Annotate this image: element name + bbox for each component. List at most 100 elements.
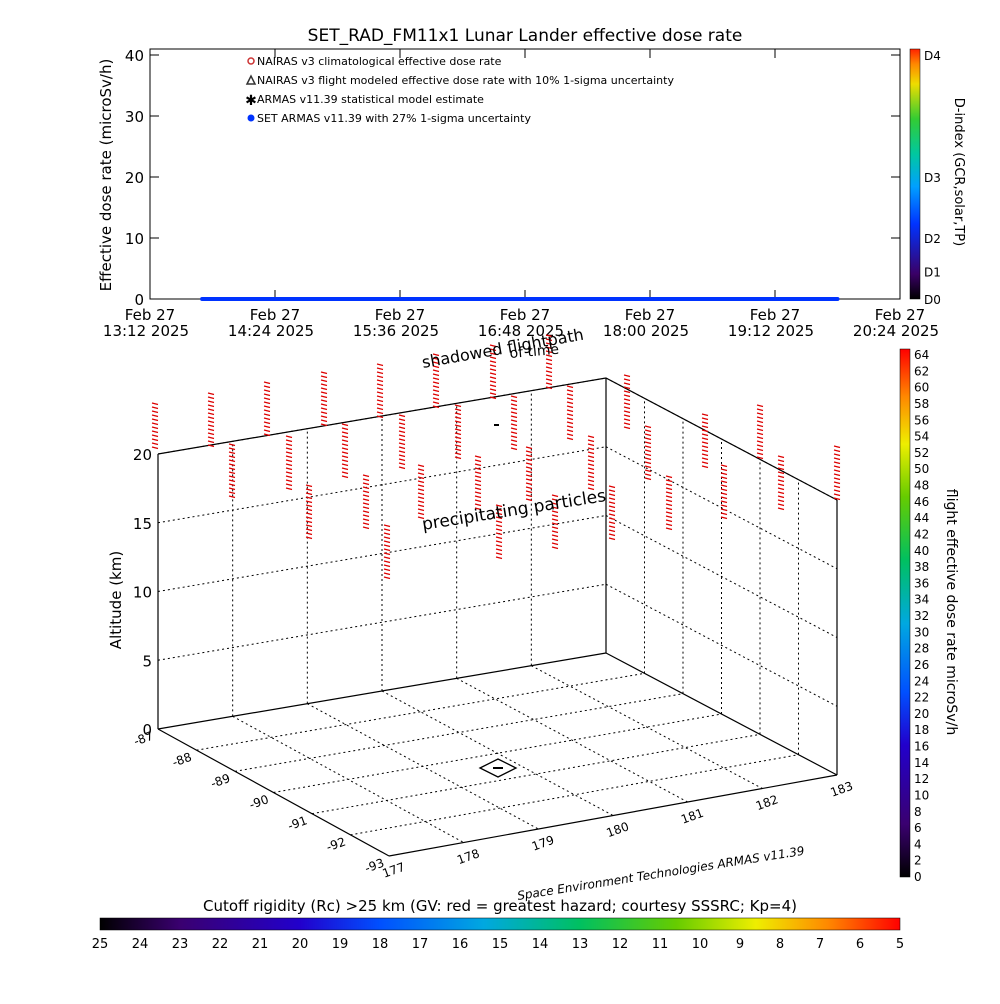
particle-marker	[510, 395, 518, 399]
particle-marker	[151, 442, 159, 446]
particle-marker	[228, 483, 236, 487]
side-wall-gridline	[605, 515, 838, 638]
floor-gridline	[381, 690, 614, 816]
particle-marker	[701, 413, 709, 417]
particle-marker	[495, 508, 503, 512]
particle-marker	[525, 466, 533, 470]
y-tick-label: 10	[125, 230, 144, 248]
dose-rate-colorbar-label: 8	[914, 805, 922, 819]
particle-marker	[474, 463, 482, 467]
x-tick-time: 20:24 2025	[853, 322, 939, 340]
particle-marker	[474, 467, 482, 471]
particle-marker	[432, 389, 440, 393]
particle-marker	[701, 433, 709, 437]
particle-marker	[495, 532, 503, 536]
particle-marker	[263, 405, 271, 409]
particle-marker	[151, 446, 159, 450]
3d-grid	[157, 377, 838, 857]
particle-marker	[720, 472, 728, 476]
particle-marker	[383, 532, 391, 536]
particle-marker	[495, 512, 503, 516]
particle-marker	[495, 504, 503, 508]
particle-marker	[551, 546, 559, 550]
particle-marker	[665, 527, 673, 531]
particle-marker	[207, 432, 215, 436]
particle-marker	[263, 409, 271, 413]
particle-marker	[489, 376, 497, 380]
particle-marker	[489, 360, 497, 364]
particle-marker	[341, 467, 349, 471]
particle-marker	[510, 411, 518, 415]
particle-marker	[756, 456, 764, 460]
dose-rate-colorbar-label: 40	[914, 544, 929, 558]
particle-marker	[398, 430, 406, 434]
particle-marker	[644, 425, 652, 429]
particle-marker	[489, 348, 497, 352]
particle-marker	[305, 536, 313, 540]
particle-marker	[777, 483, 785, 487]
particle-marker	[207, 424, 215, 428]
particle-marker	[525, 486, 533, 490]
particle-marker	[376, 407, 384, 411]
particle-marker	[398, 446, 406, 450]
particle-marker	[432, 365, 440, 369]
dose-rate-colorbar-label: 12	[914, 772, 929, 786]
particle-marker	[417, 492, 425, 496]
cutoff-rigidity-colorbar	[99, 917, 901, 931]
particle-marker	[362, 486, 370, 490]
particle-marker	[376, 415, 384, 419]
particle-marker	[474, 507, 482, 511]
dindex-label: D4	[924, 49, 941, 63]
particle-marker	[510, 443, 518, 447]
particle-marker	[151, 426, 159, 430]
particle-marker	[525, 478, 533, 482]
dose-rate-colorbar-label: 2	[914, 854, 922, 868]
particle-marker	[551, 542, 559, 546]
latitude-tick-label: -90	[247, 792, 270, 812]
particle-marker	[341, 451, 349, 455]
particle-marker	[665, 487, 673, 491]
particle-marker	[362, 506, 370, 510]
particle-marker	[587, 439, 595, 443]
particle-marker	[545, 334, 553, 338]
particle-marker	[474, 479, 482, 483]
particle-marker	[417, 476, 425, 480]
particle-marker	[207, 436, 215, 440]
particle-marker	[341, 463, 349, 467]
particle-marker	[285, 455, 293, 459]
particle-marker	[833, 481, 841, 485]
axis-edge	[157, 652, 607, 730]
side-wall-gridline	[605, 583, 838, 707]
particle-marker	[701, 461, 709, 465]
particle-marker	[228, 455, 236, 459]
particle-marker	[417, 468, 425, 472]
longitude-tick-label: 182	[754, 792, 780, 813]
particle-marker	[305, 488, 313, 492]
particle-marker	[720, 504, 728, 508]
particle-marker	[720, 484, 728, 488]
cutoff-rigidity-label: 21	[252, 937, 269, 952]
particle-marker	[495, 536, 503, 540]
particle-marker	[665, 515, 673, 519]
particle-marker	[566, 409, 574, 413]
particle-marker	[608, 529, 616, 533]
legend: NAIRAS v3 climatological effective dose …	[245, 55, 674, 125]
particle-marker	[833, 461, 841, 465]
particle-marker	[207, 416, 215, 420]
dose-rate-colorbar-label: 10	[914, 788, 929, 802]
cutoff-rigidity-label: 6	[856, 937, 864, 952]
particle-marker	[587, 447, 595, 451]
particle-marker	[454, 420, 462, 424]
particle-marker	[320, 403, 328, 407]
particle-marker	[777, 479, 785, 483]
cutoff-rigidity-label: 17	[412, 937, 429, 952]
particle-marker	[525, 458, 533, 462]
particle-marker	[566, 437, 574, 441]
particle-marker	[545, 358, 553, 362]
dindex-label: D3	[924, 171, 941, 185]
particle-marker	[383, 524, 391, 528]
particle-marker	[644, 457, 652, 461]
particle-marker	[207, 404, 215, 408]
particle-marker	[587, 479, 595, 483]
